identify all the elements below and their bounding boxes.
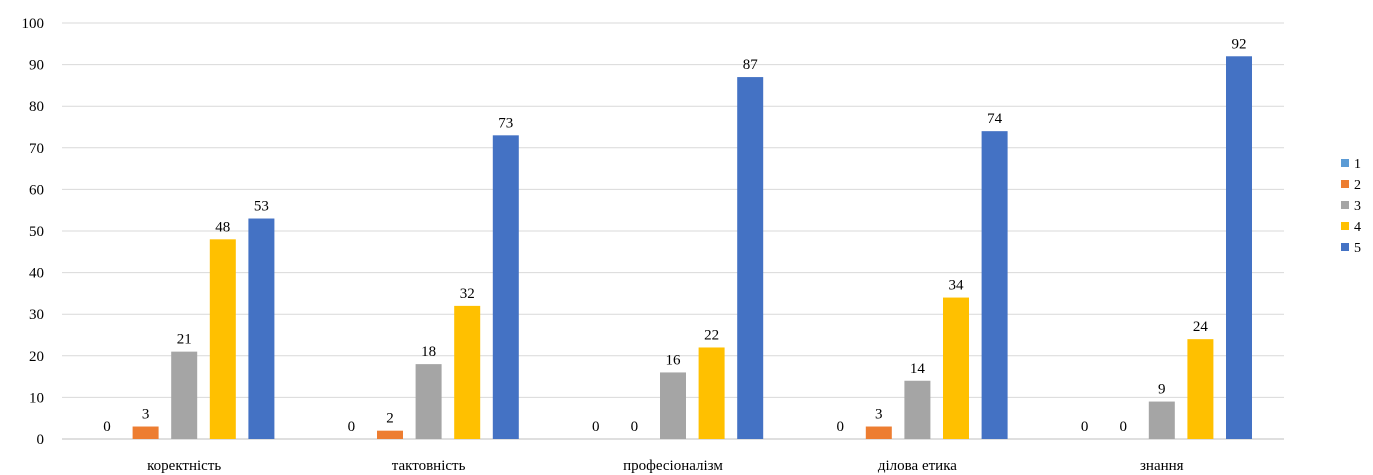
data-label: 21 xyxy=(177,332,192,348)
x-category-label: ділова етика xyxy=(878,458,957,474)
bar-3-series-3 xyxy=(660,372,686,439)
data-label: 24 xyxy=(1193,319,1209,335)
y-axis-tick-labels: 0 10 20 30 40 50 60 70 80 90 100 xyxy=(22,16,45,448)
legend-swatch-4 xyxy=(1341,222,1349,230)
bar-5-series-5 xyxy=(1226,56,1252,439)
bar-2-series-5 xyxy=(492,135,519,439)
y-tick-label: 40 xyxy=(29,266,44,282)
data-label: 74 xyxy=(987,111,1003,127)
data-label: 22 xyxy=(704,327,719,343)
legend: 1 2 3 4 5 xyxy=(1341,157,1361,256)
y-tick-label: 50 xyxy=(29,224,44,240)
bar-1-series-5 xyxy=(248,218,275,439)
legend-swatch-1 xyxy=(1341,159,1349,167)
bar-2-series-4 xyxy=(454,305,481,439)
data-labels: 0 3 21 48 53 0 2 18 32 73 0 0 16 22 87 0 3 14 34 74 0 0 9 24 92 xyxy=(103,36,1246,435)
data-label: 3 xyxy=(875,407,883,423)
data-label: 0 xyxy=(1119,419,1127,435)
y-tick-label: 70 xyxy=(29,141,44,157)
x-category-label: професіоналізм xyxy=(623,458,723,474)
bar-5-series-4 xyxy=(1187,339,1214,439)
y-tick-label: 90 xyxy=(29,58,44,74)
y-tick-label: 80 xyxy=(29,99,44,115)
bar-5-series-3 xyxy=(1148,401,1175,439)
bar-4-series-5 xyxy=(981,131,1008,439)
bar-4-series-2 xyxy=(865,426,892,439)
data-label: 0 xyxy=(103,419,111,435)
data-label: 2 xyxy=(386,411,394,427)
y-tick-label: 30 xyxy=(29,307,44,323)
data-label: 9 xyxy=(1158,382,1166,398)
data-label: 18 xyxy=(421,344,436,360)
data-label: 16 xyxy=(666,352,682,368)
legend-swatch-2 xyxy=(1341,180,1349,188)
y-tick-label: 100 xyxy=(22,16,45,32)
x-axis-category-labels: коректність тактовність професіоналізм діло… xyxy=(147,458,1184,474)
data-label: 0 xyxy=(592,419,600,435)
data-label: 87 xyxy=(743,57,759,73)
bar-2-series-3 xyxy=(415,364,442,439)
data-label: 0 xyxy=(631,419,639,435)
bar-4-series-3 xyxy=(904,380,931,439)
data-label: 3 xyxy=(142,407,150,423)
bar-2-series-2 xyxy=(377,430,403,439)
data-label: 48 xyxy=(215,219,230,235)
data-label: 34 xyxy=(949,278,965,294)
x-category-label: коректність xyxy=(147,458,221,474)
bar-3-series-4 xyxy=(698,347,725,439)
bar-1-series-2 xyxy=(132,426,159,439)
y-tick-label: 10 xyxy=(29,390,44,406)
data-label: 73 xyxy=(498,115,513,131)
data-label: 0 xyxy=(1081,419,1089,435)
y-tick-label: 60 xyxy=(29,182,44,198)
bars xyxy=(132,56,1252,439)
legend-swatch-3 xyxy=(1341,201,1349,209)
x-category-label: тактовність xyxy=(392,458,466,474)
bar-1-series-3 xyxy=(171,351,198,439)
data-label: 0 xyxy=(836,419,844,435)
legend-label: 3 xyxy=(1354,199,1361,214)
data-label: 32 xyxy=(460,286,475,302)
bar-3-series-5 xyxy=(737,77,764,439)
data-label: 53 xyxy=(254,199,269,215)
legend-label: 1 xyxy=(1354,157,1361,172)
data-label: 92 xyxy=(1232,36,1247,52)
data-label: 0 xyxy=(348,419,356,435)
y-tick-label: 20 xyxy=(29,349,44,365)
bar-1-series-4 xyxy=(209,239,236,439)
legend-label: 5 xyxy=(1354,241,1361,256)
legend-label: 4 xyxy=(1354,220,1361,235)
y-tick-label: 0 xyxy=(37,432,45,448)
x-category-label: знання xyxy=(1140,458,1184,474)
bar-4-series-4 xyxy=(943,297,969,439)
legend-swatch-5 xyxy=(1341,243,1349,251)
legend-label: 2 xyxy=(1354,178,1361,193)
data-label: 14 xyxy=(910,361,926,377)
